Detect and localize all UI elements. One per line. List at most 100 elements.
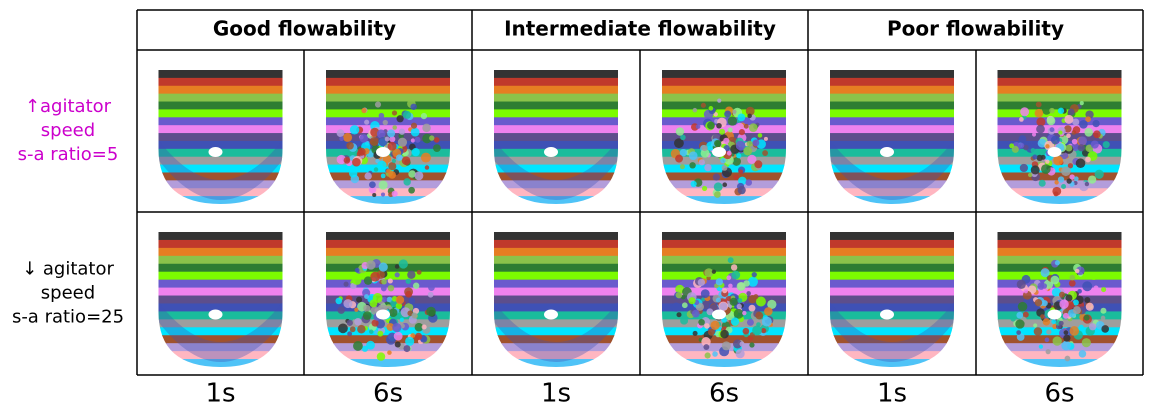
layer [830, 86, 954, 95]
particle [358, 148, 366, 156]
particle [722, 165, 728, 171]
particle [1051, 319, 1056, 324]
particle [731, 264, 737, 270]
particle [689, 151, 698, 160]
particle [747, 319, 754, 326]
time-label: 6s [1044, 379, 1074, 409]
particle [720, 158, 726, 164]
particle [343, 133, 352, 142]
particle [731, 317, 739, 325]
layer [830, 288, 954, 297]
particle [1094, 286, 1099, 291]
layer [830, 296, 954, 305]
layer [662, 94, 786, 103]
row-label: ↓ agitator [22, 259, 114, 280]
particle [1069, 275, 1075, 281]
particle [1036, 125, 1045, 134]
layer [830, 78, 954, 87]
particle [714, 191, 721, 198]
particle [1067, 178, 1072, 183]
particle [1033, 323, 1037, 327]
particle [354, 318, 361, 325]
particle [395, 272, 400, 277]
particle [1103, 141, 1110, 148]
particle [403, 111, 411, 119]
particle [1085, 157, 1091, 163]
particle [392, 110, 397, 115]
particle [361, 108, 366, 113]
particle [1032, 155, 1037, 160]
snapshot [662, 70, 786, 205]
particle [1051, 276, 1060, 285]
particle [411, 128, 420, 137]
particle [755, 312, 763, 320]
particle [1084, 297, 1090, 303]
particle [728, 127, 733, 132]
layer [662, 102, 786, 111]
time-label: 1s [205, 379, 235, 409]
particle [379, 113, 385, 119]
particle [1082, 338, 1091, 347]
particle [370, 137, 379, 146]
layer [494, 240, 618, 249]
impeller [209, 147, 223, 157]
layer [494, 133, 618, 142]
particle [375, 101, 381, 107]
particle [749, 305, 756, 312]
particle [752, 139, 759, 146]
particle [720, 330, 729, 339]
particle [747, 114, 752, 119]
particle [703, 344, 709, 350]
snapshot [494, 70, 618, 205]
impeller [209, 310, 223, 320]
particle [754, 160, 762, 168]
particle [728, 116, 737, 125]
impeller [880, 147, 894, 157]
particle [1017, 280, 1026, 289]
layer [326, 232, 450, 241]
particle [1064, 115, 1073, 124]
time-label: 1s [541, 379, 571, 409]
layer [662, 240, 786, 249]
particle [1063, 335, 1070, 342]
layer [159, 256, 283, 265]
layer [998, 264, 1122, 273]
particle [335, 298, 342, 305]
row-label: speed [41, 283, 95, 304]
particle [739, 129, 745, 135]
layer [830, 240, 954, 249]
particle [764, 137, 768, 141]
particle [698, 279, 705, 286]
particle [1034, 327, 1043, 336]
layer [662, 256, 786, 265]
particle [392, 159, 396, 163]
particle [733, 174, 739, 180]
layer [159, 94, 283, 103]
particle [1068, 108, 1075, 115]
particle [415, 333, 422, 340]
particle [352, 158, 361, 167]
layer [494, 288, 618, 297]
impeller [880, 310, 894, 320]
particle [1036, 102, 1042, 108]
particle [702, 145, 708, 151]
row-label: s-a ratio=25 [12, 307, 124, 328]
layer [159, 109, 283, 118]
particle [738, 186, 746, 194]
layer [159, 86, 283, 95]
particle [722, 182, 727, 187]
particle [676, 312, 681, 317]
particle [1018, 302, 1027, 311]
particle [1085, 182, 1089, 186]
particle [716, 298, 721, 303]
particle [701, 103, 706, 108]
layer [494, 264, 618, 273]
particle [379, 262, 388, 271]
particle [714, 182, 723, 191]
layer [326, 117, 450, 126]
particle [1088, 175, 1096, 183]
particle [395, 264, 400, 269]
particle [426, 307, 436, 317]
particle [1066, 133, 1071, 138]
particle [1091, 140, 1099, 148]
